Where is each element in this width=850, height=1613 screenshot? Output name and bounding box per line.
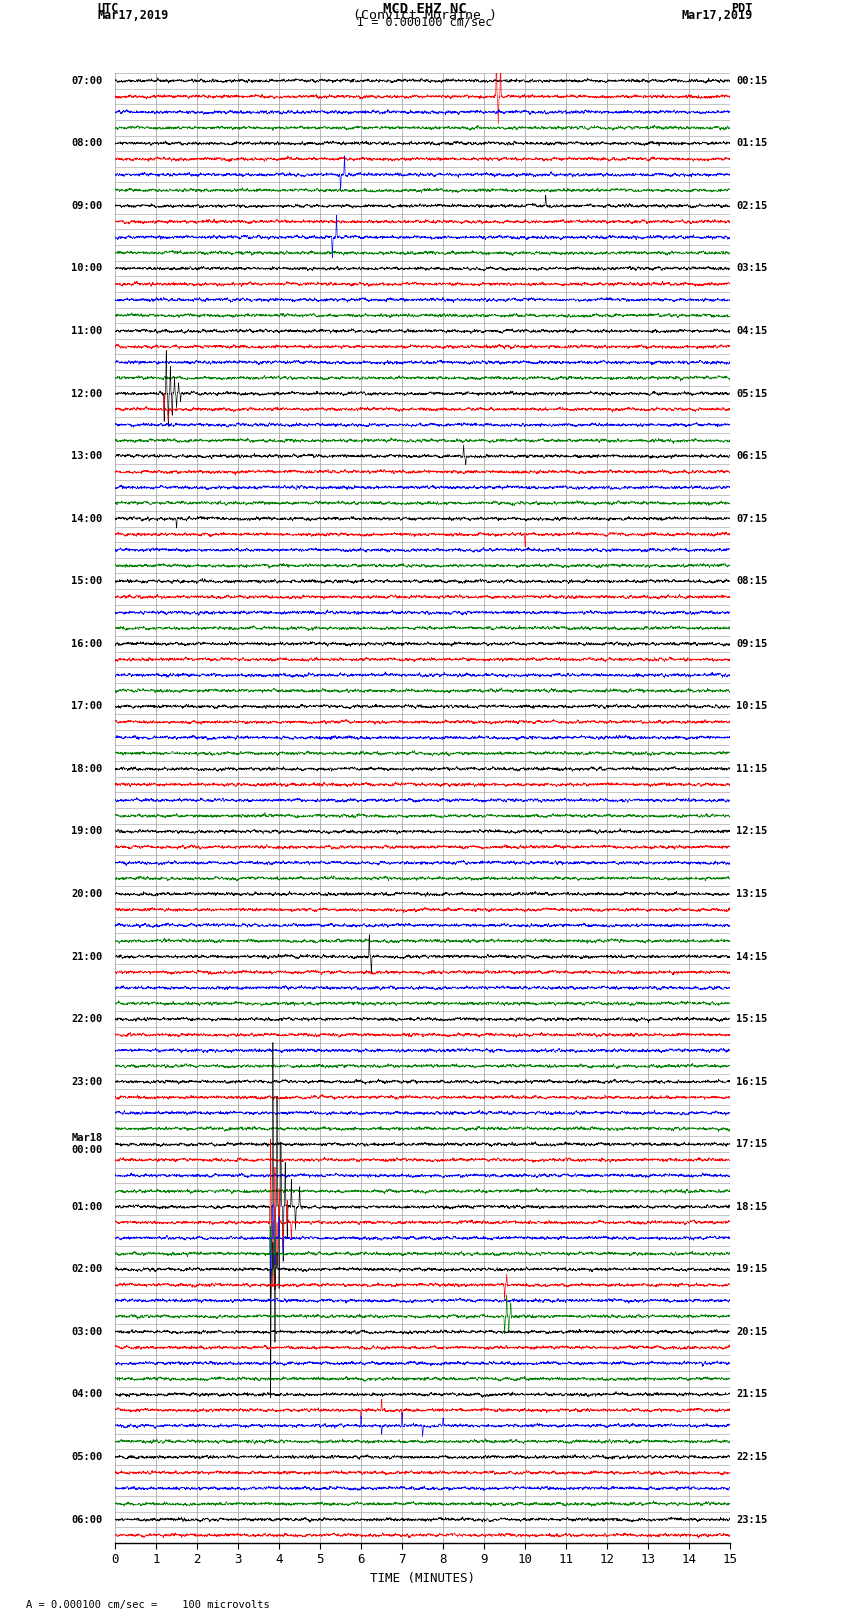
Text: 03:00: 03:00: [71, 1327, 103, 1337]
X-axis label: TIME (MINUTES): TIME (MINUTES): [370, 1573, 475, 1586]
Text: 21:00: 21:00: [71, 952, 103, 961]
Text: 13:00: 13:00: [71, 452, 103, 461]
Text: Mar18
00:00: Mar18 00:00: [71, 1134, 103, 1155]
Text: 18:15: 18:15: [736, 1202, 768, 1211]
Text: 02:00: 02:00: [71, 1265, 103, 1274]
Text: 03:15: 03:15: [736, 263, 768, 274]
Text: 15:00: 15:00: [71, 576, 103, 586]
Text: 14:15: 14:15: [736, 952, 768, 961]
Text: 08:15: 08:15: [736, 576, 768, 586]
Text: I = 0.000100 cm/sec: I = 0.000100 cm/sec: [357, 16, 493, 29]
Text: 05:15: 05:15: [736, 389, 768, 398]
Text: 20:00: 20:00: [71, 889, 103, 898]
Text: 12:15: 12:15: [736, 826, 768, 837]
Text: 07:00: 07:00: [71, 76, 103, 85]
Text: 12:00: 12:00: [71, 389, 103, 398]
Text: 13:15: 13:15: [736, 889, 768, 898]
Text: 20:15: 20:15: [736, 1327, 768, 1337]
Text: 22:15: 22:15: [736, 1452, 768, 1461]
Text: 22:00: 22:00: [71, 1015, 103, 1024]
Text: 09:15: 09:15: [736, 639, 768, 648]
Text: 06:15: 06:15: [736, 452, 768, 461]
Text: 14:00: 14:00: [71, 513, 103, 524]
Text: 11:00: 11:00: [71, 326, 103, 336]
Text: 17:15: 17:15: [736, 1139, 768, 1148]
Text: 00:15: 00:15: [736, 76, 768, 85]
Text: Mar17,2019: Mar17,2019: [681, 10, 752, 23]
Text: 23:00: 23:00: [71, 1076, 103, 1087]
Text: 15:15: 15:15: [736, 1015, 768, 1024]
Text: PDT: PDT: [731, 3, 752, 16]
Text: (Convict Moraine ): (Convict Moraine ): [353, 10, 497, 23]
Text: 02:15: 02:15: [736, 202, 768, 211]
Text: 04:15: 04:15: [736, 326, 768, 336]
Text: A = 0.000100 cm/sec =    100 microvolts: A = 0.000100 cm/sec = 100 microvolts: [26, 1600, 269, 1610]
Text: UTC: UTC: [98, 3, 119, 16]
Text: 07:15: 07:15: [736, 513, 768, 524]
Text: 05:00: 05:00: [71, 1452, 103, 1461]
Text: 06:00: 06:00: [71, 1515, 103, 1524]
Text: 16:15: 16:15: [736, 1076, 768, 1087]
Text: 09:00: 09:00: [71, 202, 103, 211]
Text: 04:00: 04:00: [71, 1389, 103, 1400]
Text: 19:15: 19:15: [736, 1265, 768, 1274]
Text: 18:00: 18:00: [71, 765, 103, 774]
Text: 17:00: 17:00: [71, 702, 103, 711]
Text: 21:15: 21:15: [736, 1389, 768, 1400]
Text: 10:15: 10:15: [736, 702, 768, 711]
Text: 16:00: 16:00: [71, 639, 103, 648]
Text: MCD EHZ NC: MCD EHZ NC: [383, 3, 467, 16]
Text: 19:00: 19:00: [71, 826, 103, 837]
Text: Mar17,2019: Mar17,2019: [98, 10, 169, 23]
Text: 10:00: 10:00: [71, 263, 103, 274]
Text: 01:15: 01:15: [736, 139, 768, 148]
Text: 11:15: 11:15: [736, 765, 768, 774]
Text: 01:00: 01:00: [71, 1202, 103, 1211]
Text: 08:00: 08:00: [71, 139, 103, 148]
Text: 23:15: 23:15: [736, 1515, 768, 1524]
